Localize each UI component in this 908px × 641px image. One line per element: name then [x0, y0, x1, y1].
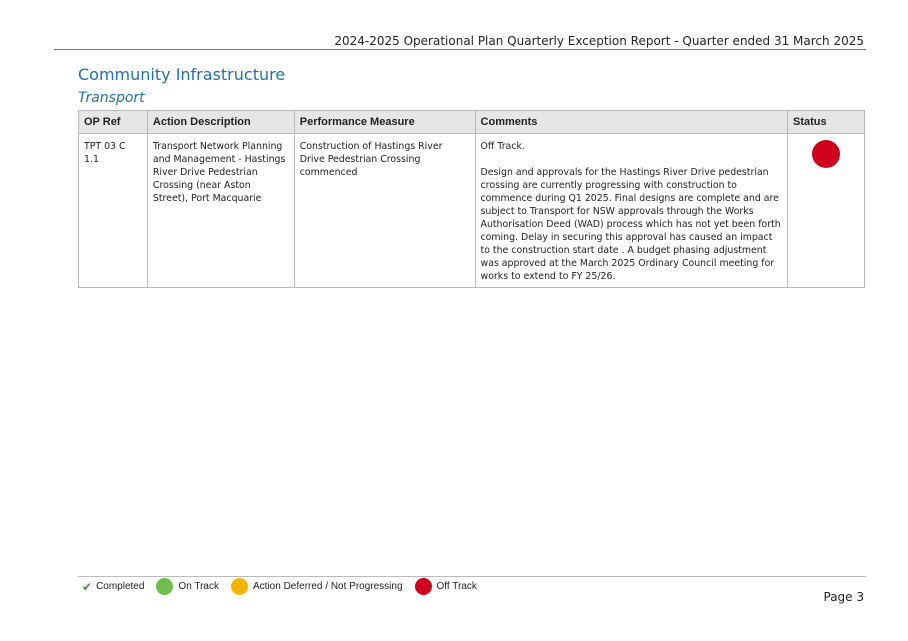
- op-ref-cell: TPT 03 C 1.1: [78, 133, 148, 288]
- amber-circle-icon: [231, 578, 248, 595]
- column-header-action-description: Action Description: [146, 110, 295, 134]
- performance-measure-cell: Construction of Hastings River Drive Ped…: [293, 133, 476, 288]
- red-circle-icon: [414, 578, 432, 595]
- column-header-status: Status: [787, 110, 865, 134]
- table-header-row: OP Ref Action Description Performance Me…: [78, 110, 865, 134]
- legend-item-off-track: Off Track: [414, 578, 477, 595]
- footer-divider: [78, 576, 866, 577]
- column-header-op-ref: OP Ref: [78, 110, 148, 134]
- legend-label-on-track: On Track: [178, 581, 219, 592]
- green-circle-icon: [156, 578, 174, 595]
- exception-report-table: OP Ref Action Description Performance Me…: [78, 110, 865, 288]
- comments-cell: Off Track. Design and approvals for the …: [474, 133, 789, 288]
- comment-body-text: Design and approvals for the Hastings Ri…: [480, 167, 781, 282]
- column-header-comments: Comments: [474, 110, 789, 134]
- legend-item-on-track: On Track: [156, 578, 219, 595]
- legend-item-deferred: Action Deferred / Not Progressing: [231, 578, 403, 595]
- legend-label-deferred: Action Deferred / Not Progressing: [253, 581, 403, 592]
- action-description-cell: Transport Network Planning and Managemen…: [146, 133, 295, 288]
- off-track-status-icon: [812, 140, 841, 168]
- section-title: Community Infrastructure: [78, 65, 286, 84]
- legend-label-completed: Completed: [96, 581, 145, 592]
- report-header-title: 2024-2025 Operational Plan Quarterly Exc…: [334, 34, 864, 48]
- legend-item-completed: ✔ Completed: [82, 580, 144, 594]
- comment-status-text: Off Track.: [480, 141, 525, 152]
- header-divider: [54, 49, 866, 50]
- column-header-performance-measure: Performance Measure: [293, 110, 476, 134]
- legend-label-off-track: Off Track: [436, 581, 477, 592]
- checkmark-icon: ✔: [82, 579, 93, 594]
- status-cell: [787, 133, 865, 288]
- table-row: TPT 03 C 1.1 Transport Network Planning …: [78, 133, 865, 288]
- subsection-title: Transport: [78, 90, 145, 106]
- status-legend: ✔ Completed On Track Action Deferred / N…: [82, 578, 489, 595]
- page-number: Page 3: [823, 590, 865, 604]
